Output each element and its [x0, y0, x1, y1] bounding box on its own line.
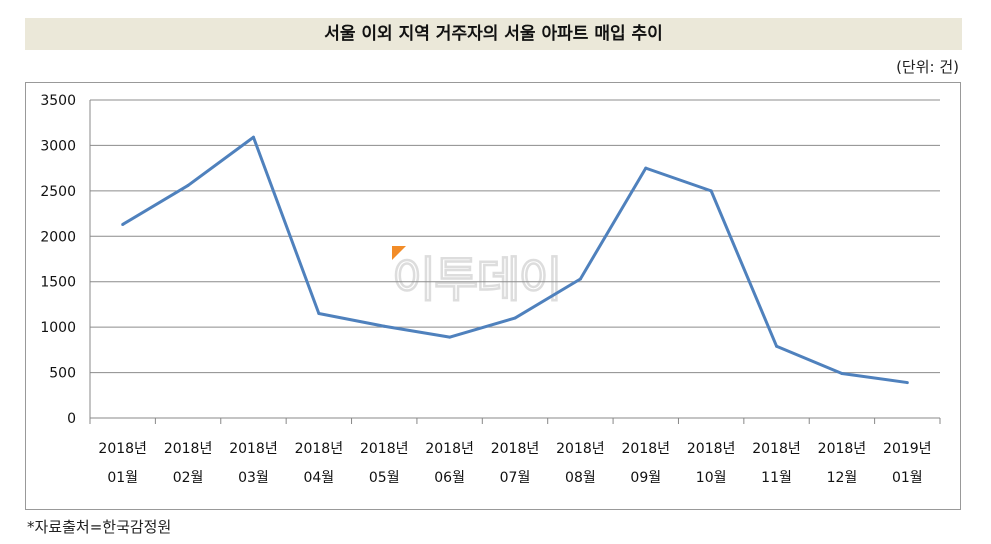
chart-title: 서울 이외 지역 거주자의 서울 아파트 매입 추이 — [25, 18, 962, 50]
x-tick-label-month: 02월 — [173, 470, 204, 486]
x-tick-label-month: 01월 — [107, 470, 138, 486]
data-point — [121, 222, 125, 226]
y-tick-label: 2000 — [40, 229, 76, 245]
x-tick-label-year: 2018년 — [818, 441, 867, 457]
source-note: *자료출처=한국감정원 — [27, 518, 172, 536]
data-point — [251, 135, 255, 139]
data-point — [448, 335, 452, 339]
y-tick-label: 500 — [49, 366, 76, 382]
chart-frame — [25, 82, 961, 510]
x-tick-label-month: 07월 — [500, 470, 531, 486]
watermark: 이투데이 — [392, 252, 564, 309]
x-tick-label-month: 03월 — [238, 470, 269, 486]
data-point — [775, 344, 779, 348]
x-tick-label-month: 04월 — [303, 470, 334, 486]
y-tick-label: 1000 — [40, 320, 76, 336]
y-tick-label: 0 — [67, 411, 76, 427]
x-tick-label-year: 2018년 — [687, 441, 736, 457]
data-point — [709, 189, 713, 193]
x-tick-label-year: 2018년 — [295, 441, 344, 457]
x-tick-label-year: 2018년 — [622, 441, 671, 457]
data-point — [578, 277, 582, 281]
x-tick-label-month: 12월 — [827, 470, 858, 486]
series-line — [121, 135, 908, 385]
x-tick-label-year: 2019년 — [883, 441, 932, 457]
y-tick-label: 3000 — [40, 138, 76, 154]
x-tick-label-year: 2018년 — [229, 441, 278, 457]
x-tick-label-month: 09월 — [630, 470, 661, 486]
x-tick-label-month: 10월 — [696, 470, 727, 486]
x-tick-label-year: 2018년 — [425, 441, 474, 457]
data-point — [644, 166, 648, 170]
x-tick-label-month: 05월 — [369, 470, 400, 486]
x-tick-label-year: 2018년 — [360, 441, 409, 457]
watermark-logo-icon — [392, 246, 406, 260]
x-tick-label-year: 2018년 — [98, 441, 147, 457]
data-point — [382, 324, 386, 328]
x-tick-label-month: 11월 — [761, 470, 792, 486]
x-tick-label-year: 2018년 — [556, 441, 605, 457]
x-tick-label-year: 2018년 — [164, 441, 213, 457]
y-tick-label: 1500 — [40, 275, 76, 291]
x-tick-label-year: 2018년 — [752, 441, 801, 457]
x-tick-label-month: 08월 — [565, 470, 596, 486]
data-point — [317, 312, 321, 316]
unit-label: (단위: 건) — [896, 58, 959, 76]
y-tick-label: 2500 — [40, 184, 76, 200]
x-tick-label-year: 2018년 — [491, 441, 540, 457]
y-tick-label: 3500 — [40, 93, 76, 109]
x-tick-label-month: 06월 — [434, 470, 465, 486]
x-tick-label-month: 01월 — [892, 470, 923, 486]
data-point — [186, 183, 190, 187]
data-point — [513, 316, 517, 320]
data-point — [840, 371, 844, 375]
data-point — [905, 381, 909, 385]
